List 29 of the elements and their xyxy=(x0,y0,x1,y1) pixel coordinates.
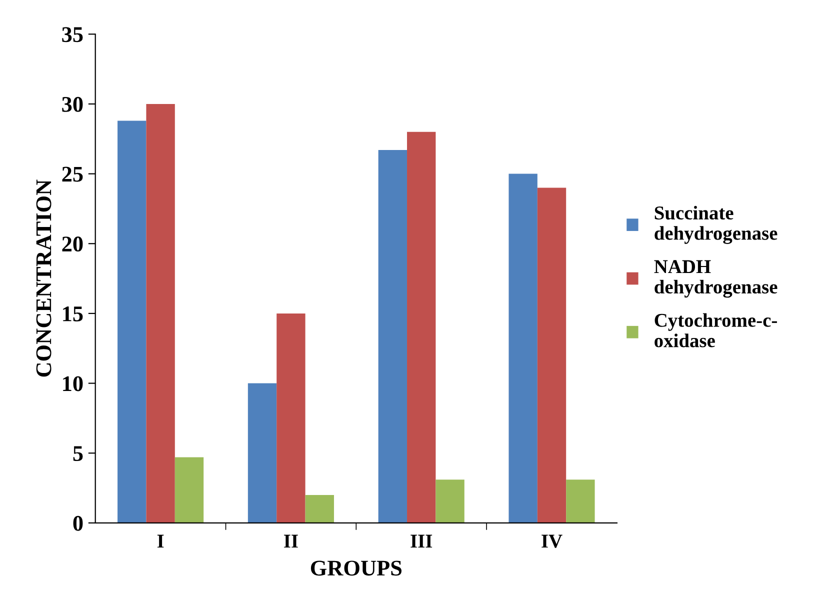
bar xyxy=(378,150,408,523)
y-axis-title: CONCENTRATION xyxy=(36,180,52,377)
legend-label: Cytochrome-c-oxidase xyxy=(654,313,777,348)
y-tick-label: 10 xyxy=(63,376,83,392)
legend-label: NADH dehydrogenase xyxy=(654,260,778,298)
bar xyxy=(146,104,175,523)
bar xyxy=(407,132,436,523)
bar xyxy=(436,480,464,523)
bar xyxy=(305,494,334,523)
y-tick-label: 30 xyxy=(62,96,83,112)
x-axis-title: GROUPS xyxy=(310,560,402,576)
bar xyxy=(566,480,595,523)
y-tick-label: 25 xyxy=(62,166,83,182)
x-tick-label: I xyxy=(157,534,164,548)
bar xyxy=(174,457,204,523)
bar xyxy=(537,188,566,523)
legend-label: Succinate dehydrogenase xyxy=(654,206,778,244)
y-tick-label: 5 xyxy=(73,446,83,462)
bar xyxy=(508,174,538,523)
bar xyxy=(276,313,306,523)
bar xyxy=(248,383,277,523)
y-tick-label: 35 xyxy=(62,27,83,42)
x-tick-label: IV xyxy=(542,534,562,548)
y-tick-label: 15 xyxy=(63,306,83,322)
y-tick-label: 20 xyxy=(62,236,83,252)
x-tick-label: III xyxy=(410,534,432,548)
y-tick-label: 0 xyxy=(73,516,83,531)
bar xyxy=(118,120,146,523)
x-tick-label: II xyxy=(284,534,298,548)
